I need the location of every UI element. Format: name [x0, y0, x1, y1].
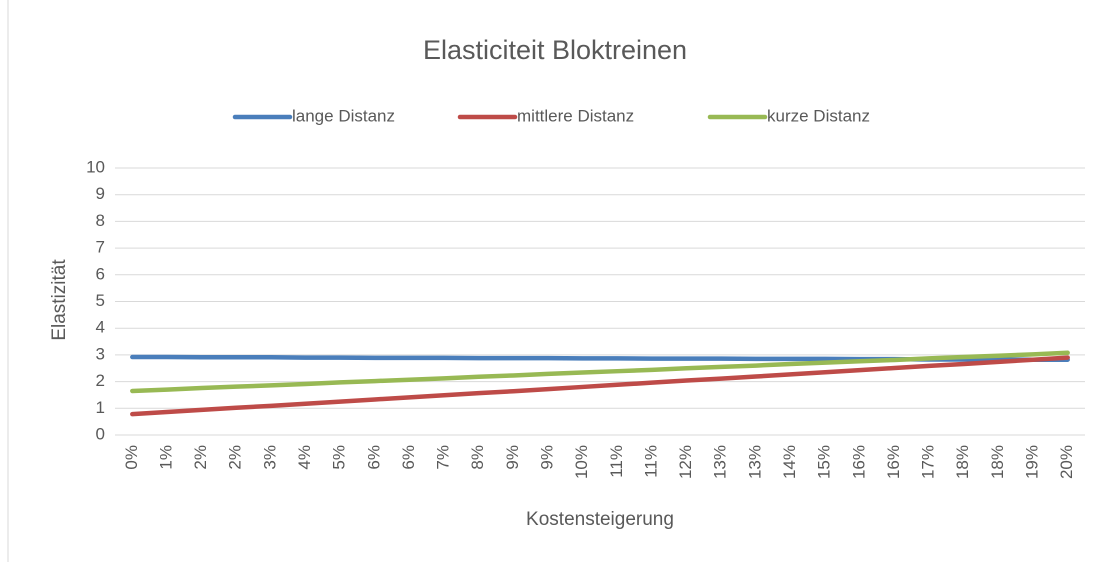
x-tick-label: 3%: [260, 445, 279, 470]
y-tick-label: 1: [96, 398, 105, 417]
legend-label: kurze Distanz: [767, 106, 870, 125]
y-tick-label: 5: [96, 291, 105, 310]
x-tick-label: 16%: [849, 445, 868, 479]
x-tick-label: 11%: [607, 445, 626, 478]
x-tick-label: 9%: [503, 445, 522, 470]
line-series: [130, 350, 1070, 394]
x-tick-label: 5%: [330, 445, 349, 470]
x-tick-label: 14%: [780, 445, 799, 479]
x-tick-label: 8%: [468, 445, 487, 470]
x-tick-label: 11%: [641, 445, 660, 478]
y-tick-label: 7: [96, 238, 105, 257]
x-tick-label: 17%: [919, 445, 938, 479]
x-tick-label: 1%: [156, 445, 175, 470]
x-tick-label: 7%: [434, 445, 453, 470]
y-tick-label: 10: [86, 157, 105, 176]
x-tick-label: 12%: [676, 445, 695, 479]
chart-border: [7, 0, 9, 567]
y-tick-label: 2: [96, 371, 105, 390]
chart-title: Elasticiteit Bloktreinen: [423, 35, 687, 65]
legend-label: mittlere Distanz: [517, 106, 634, 125]
x-tick-label: 6%: [399, 445, 418, 470]
x-tick-label: 4%: [295, 445, 314, 470]
x-tick-label: 13%: [711, 445, 730, 479]
y-tick-label: 8: [96, 211, 105, 230]
y-axis-title: Elastizität: [49, 259, 70, 341]
y-tick-label: 4: [96, 318, 105, 337]
x-tick-label: 13%: [745, 445, 764, 479]
x-tick-label: 18%: [988, 445, 1007, 479]
x-tick-label: 10%: [572, 445, 591, 479]
y-tick-label: 6: [96, 264, 105, 283]
x-tick-label: 20%: [1057, 445, 1076, 479]
y-tick-label: 0: [96, 424, 105, 443]
x-tick-label: 18%: [953, 445, 972, 479]
x-tick-label: 19%: [1023, 445, 1042, 479]
y-tick-label: 9: [96, 184, 105, 203]
x-tick-label: 16%: [884, 445, 903, 479]
x-tick-label: 6%: [364, 445, 383, 470]
line-series: [130, 355, 1070, 417]
x-tick-label: 9%: [538, 445, 557, 470]
x-tick-label: 15%: [815, 445, 834, 479]
x-tick-label: 0%: [122, 445, 141, 470]
legend-label: lange Distanz: [292, 106, 395, 125]
x-tick-label: 2%: [226, 445, 245, 470]
x-axis-title: Kostensteigerung: [526, 509, 674, 530]
x-tick-label: 2%: [191, 445, 210, 470]
y-tick-label: 3: [96, 344, 105, 363]
